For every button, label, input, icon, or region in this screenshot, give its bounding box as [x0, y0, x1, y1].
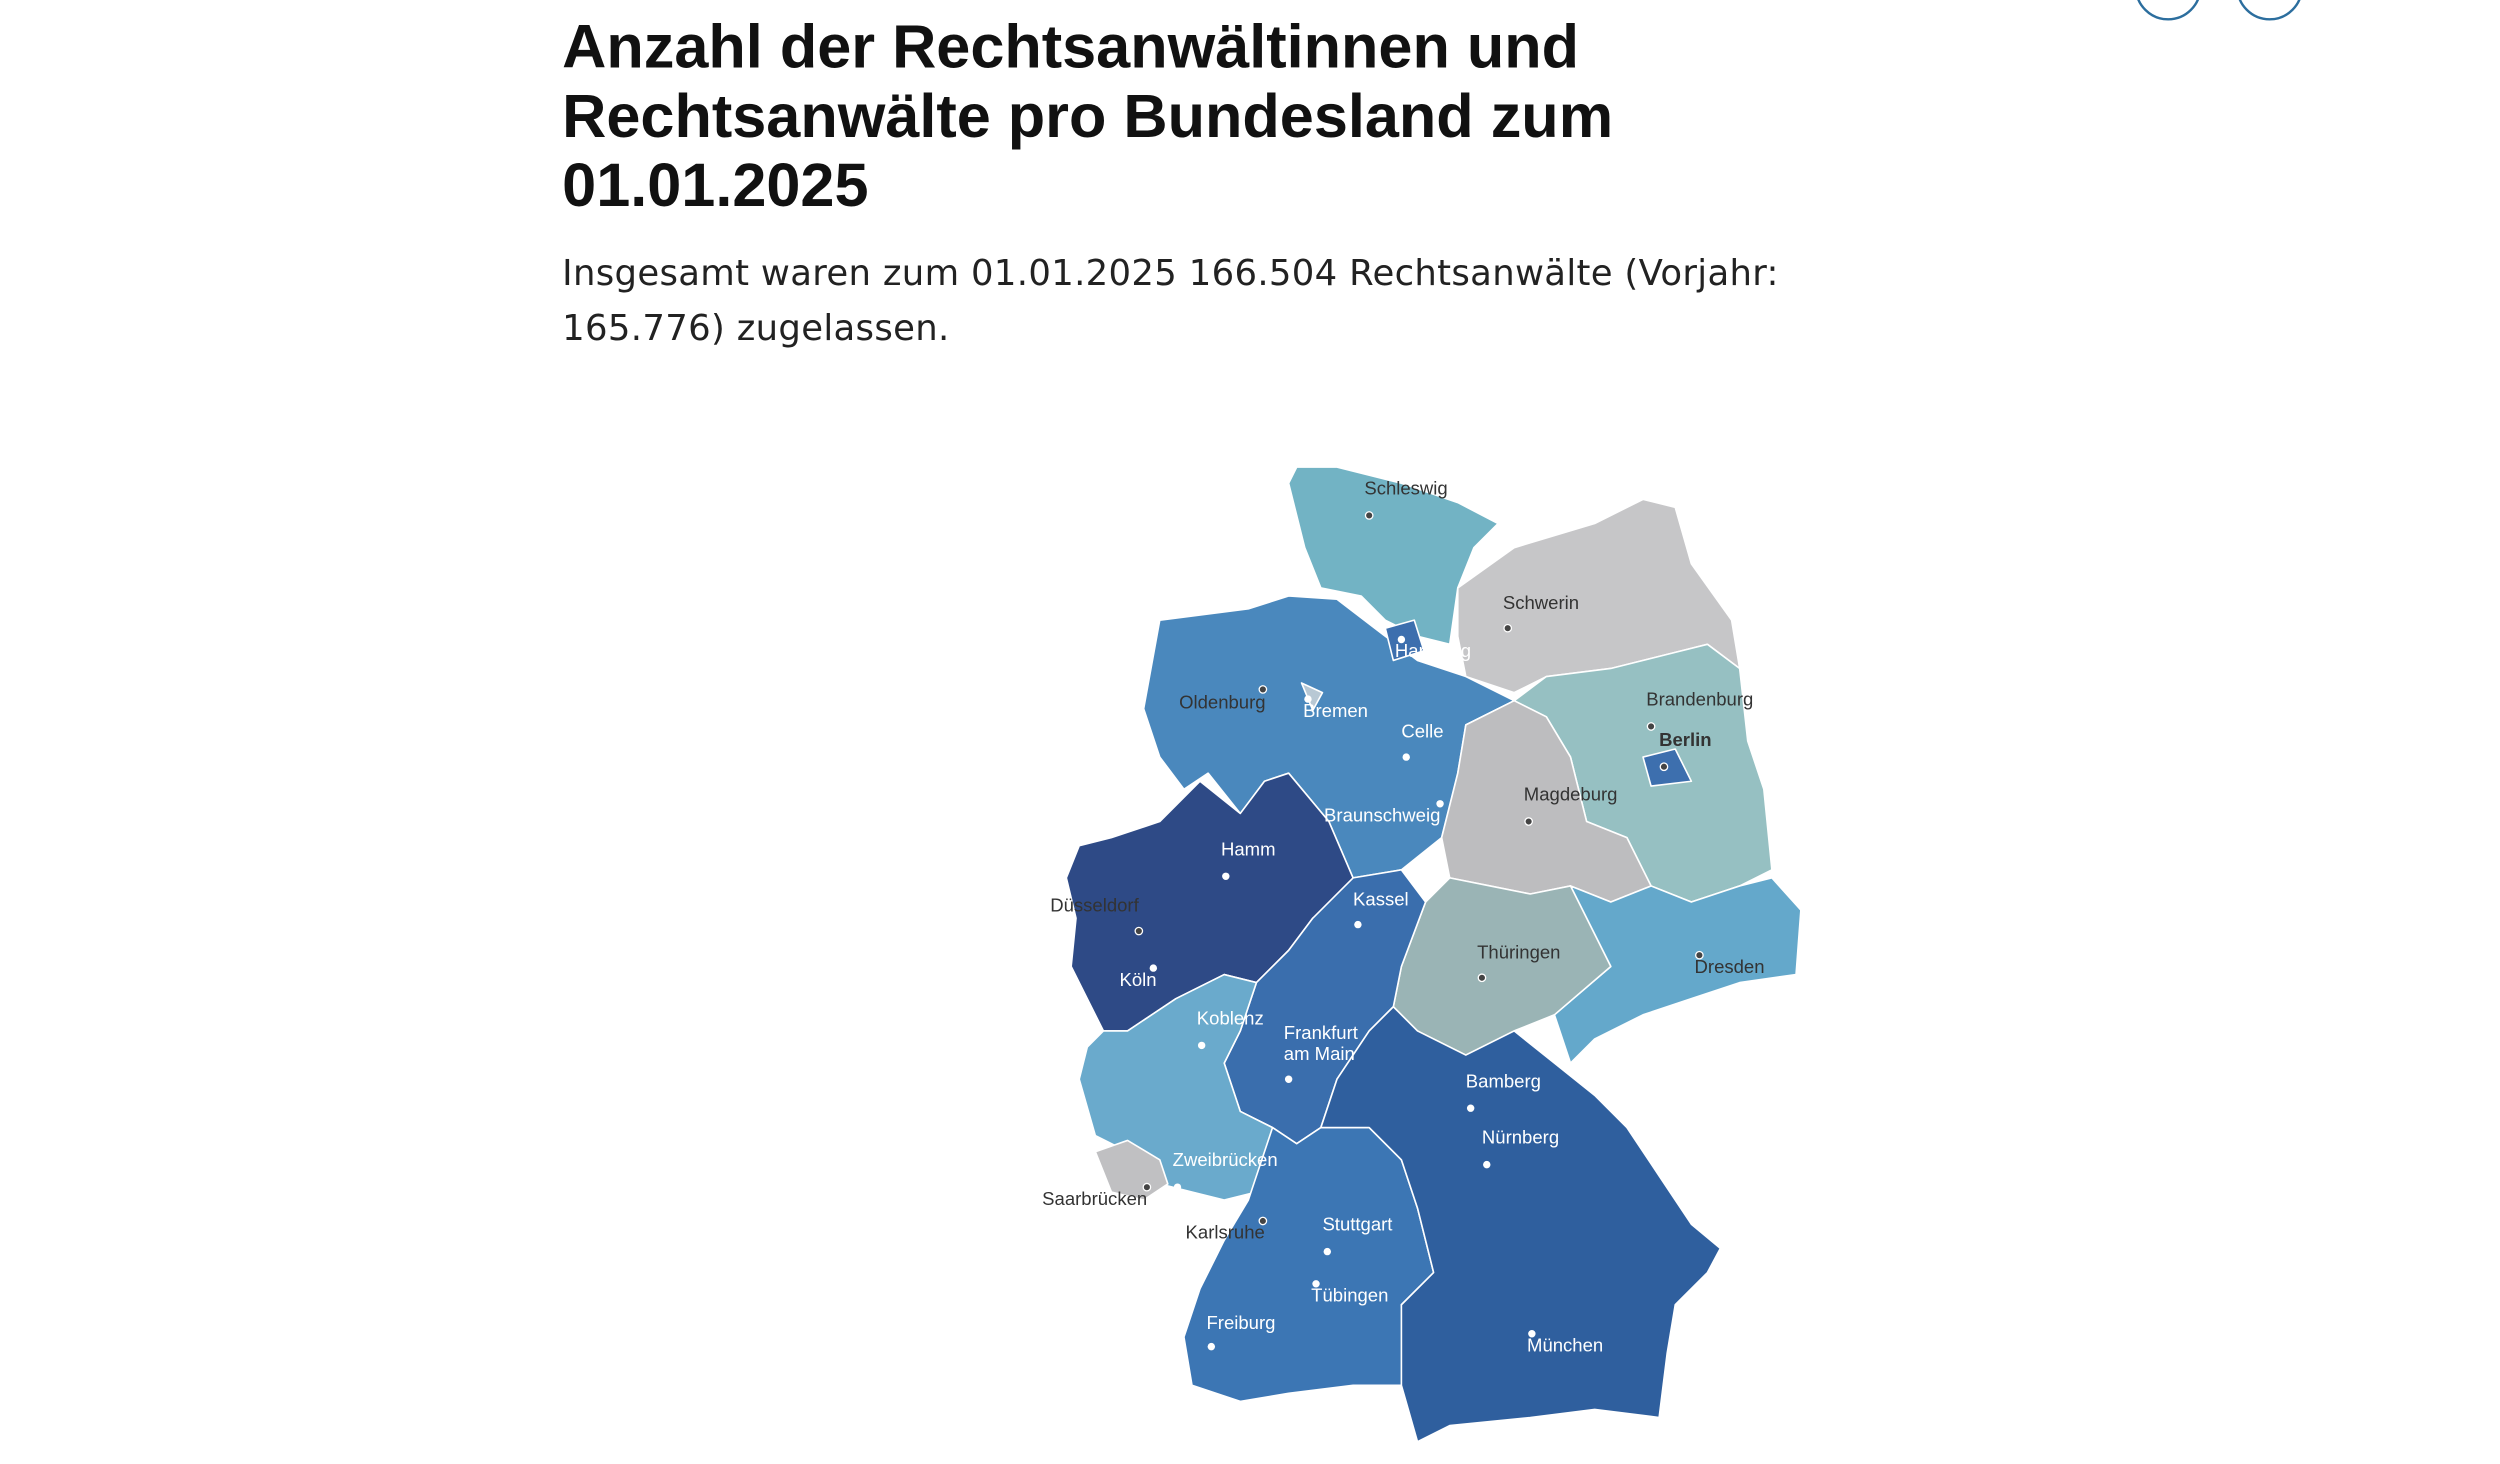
city-label: Düsseldorf [1050, 895, 1139, 916]
city-dot [1207, 1342, 1216, 1351]
schleswig-holstein [1287, 466, 1499, 646]
city-label: Köln [1120, 969, 1157, 990]
city-label: Bremen [1303, 700, 1368, 721]
city-dot [1528, 1330, 1536, 1338]
city-label: Hamm [1221, 838, 1276, 859]
city-dot [1659, 762, 1669, 772]
city-dot [1222, 872, 1230, 880]
city-label: Zweibrücken [1173, 1149, 1278, 1170]
city-dot [1354, 920, 1362, 929]
states [1065, 466, 1802, 1443]
city-label: Schwerin [1503, 592, 1579, 613]
city-label: Oldenburg [1179, 692, 1265, 713]
city-label: Frankfurt am Main [1284, 1022, 1359, 1064]
city-label: Dresden [1695, 956, 1765, 977]
city-label: Koblenz [1197, 1007, 1264, 1028]
city-dot [1142, 1182, 1152, 1192]
city-dot [1258, 685, 1268, 694]
city-dot [1304, 695, 1312, 703]
city-label: Schleswig [1364, 478, 1447, 499]
menu-button[interactable] [2237, 0, 2301, 21]
city-dot [1402, 753, 1410, 761]
city-label: Karlsruhe [1186, 1222, 1265, 1243]
city-dot [1197, 1041, 1206, 1050]
page-subtitle: Insgesamt waren zum 01.01.2025 166.504 R… [562, 254, 1779, 350]
city-label: Hamburg [1395, 640, 1471, 661]
city-dot [1364, 511, 1374, 520]
city-dot [1483, 1160, 1491, 1169]
city-label: Kassel [1353, 888, 1409, 909]
city-label: Magdeburg [1524, 784, 1618, 805]
city-dot [1466, 1104, 1475, 1112]
share-button[interactable] [2136, 0, 2200, 21]
city-dot [1134, 926, 1144, 936]
city-dot [1323, 1247, 1332, 1256]
city-label: Saarbrücken [1042, 1188, 1147, 1209]
city-dot [1436, 800, 1444, 808]
city-label: Braunschweig [1324, 805, 1440, 826]
city-dot [1258, 1216, 1268, 1226]
city-label: München [1527, 1334, 1603, 1355]
city-label: Berlin [1659, 729, 1711, 750]
city-label: Thüringen [1477, 941, 1560, 962]
city-dot [1149, 964, 1158, 972]
city-dot [1524, 817, 1533, 826]
city-dot [1646, 722, 1656, 731]
city-dot [1503, 623, 1513, 633]
sachsen [1553, 877, 1802, 1064]
city-dot [1695, 950, 1704, 960]
city-label: Stuttgart [1322, 1214, 1393, 1235]
city-label: Celle [1401, 721, 1443, 742]
city-label: Bamberg [1466, 1070, 1541, 1091]
city-dot [1477, 973, 1487, 983]
city-label: Tübingen [1311, 1285, 1388, 1306]
city-label: Brandenburg [1646, 689, 1753, 710]
city-label: Freiburg [1206, 1312, 1275, 1333]
city-dot [1312, 1280, 1320, 1288]
page-title: Anzahl der Rechtsanwältinnen und Rechtsa… [562, 14, 1614, 221]
city-dot [1173, 1183, 1182, 1191]
city-dot [1284, 1075, 1293, 1083]
city-label: Nürnberg [1482, 1127, 1559, 1148]
city-dot [1397, 635, 1406, 644]
bayern [1320, 1005, 1722, 1443]
